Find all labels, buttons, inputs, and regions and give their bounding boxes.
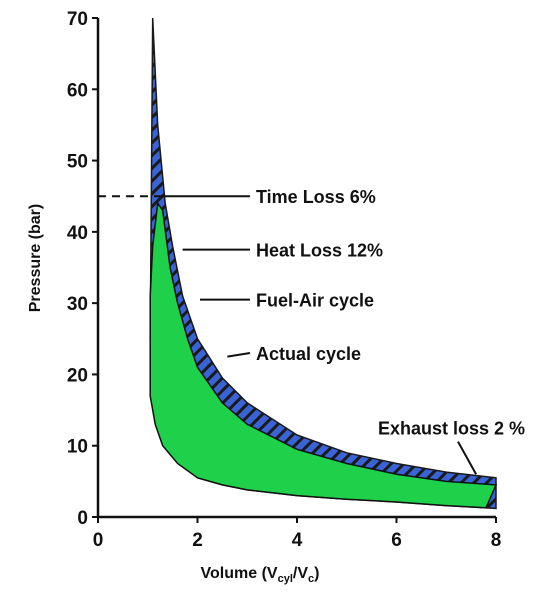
- y-tick-label: 20: [67, 365, 88, 386]
- y-tick-label: 40: [67, 223, 88, 244]
- annotation-leader: [227, 352, 251, 358]
- y-axis-title: Pressure (bar): [27, 204, 44, 313]
- annotation-label: Heat Loss 12%: [256, 241, 383, 261]
- y-ticks: 0 10 20 30 40 50 60 70: [67, 9, 98, 529]
- annotation-label: Fuel-Air cycle: [256, 291, 374, 311]
- x-tick-label: 0: [93, 530, 104, 551]
- y-tick-label: 10: [67, 437, 88, 458]
- annotation-label: Time Loss 6%: [256, 187, 376, 207]
- annotation-leader: [457, 441, 477, 475]
- plot-area: [149, 17, 498, 510]
- y-tick-label: 0: [77, 508, 88, 529]
- axes: 0 10 20 30 40 50 60 70 0 2 4 6 8: [67, 9, 501, 551]
- y-tick-label: 30: [67, 294, 88, 315]
- annotation-label: Exhaust loss 2 %: [378, 419, 525, 439]
- actual-cycle-fill: [149, 201, 498, 509]
- x-ticks: 0 2 4 6 8: [93, 517, 502, 551]
- x-tick-label: 2: [192, 530, 203, 551]
- x-axis-title: Volume (Vcyl/Vc): [201, 565, 320, 585]
- x-tick-label: 4: [292, 530, 303, 551]
- y-tick-label: 50: [67, 152, 88, 173]
- x-tick-label: 8: [491, 530, 502, 551]
- y-tick-label: 60: [67, 80, 88, 101]
- y-tick-label: 70: [67, 9, 88, 30]
- annotation-label: Actual cycle: [256, 344, 361, 364]
- annotations: Time Loss 6% Heat Loss 12% Fuel-Air cycle A…: [98, 187, 525, 475]
- x-tick-label: 6: [391, 530, 402, 551]
